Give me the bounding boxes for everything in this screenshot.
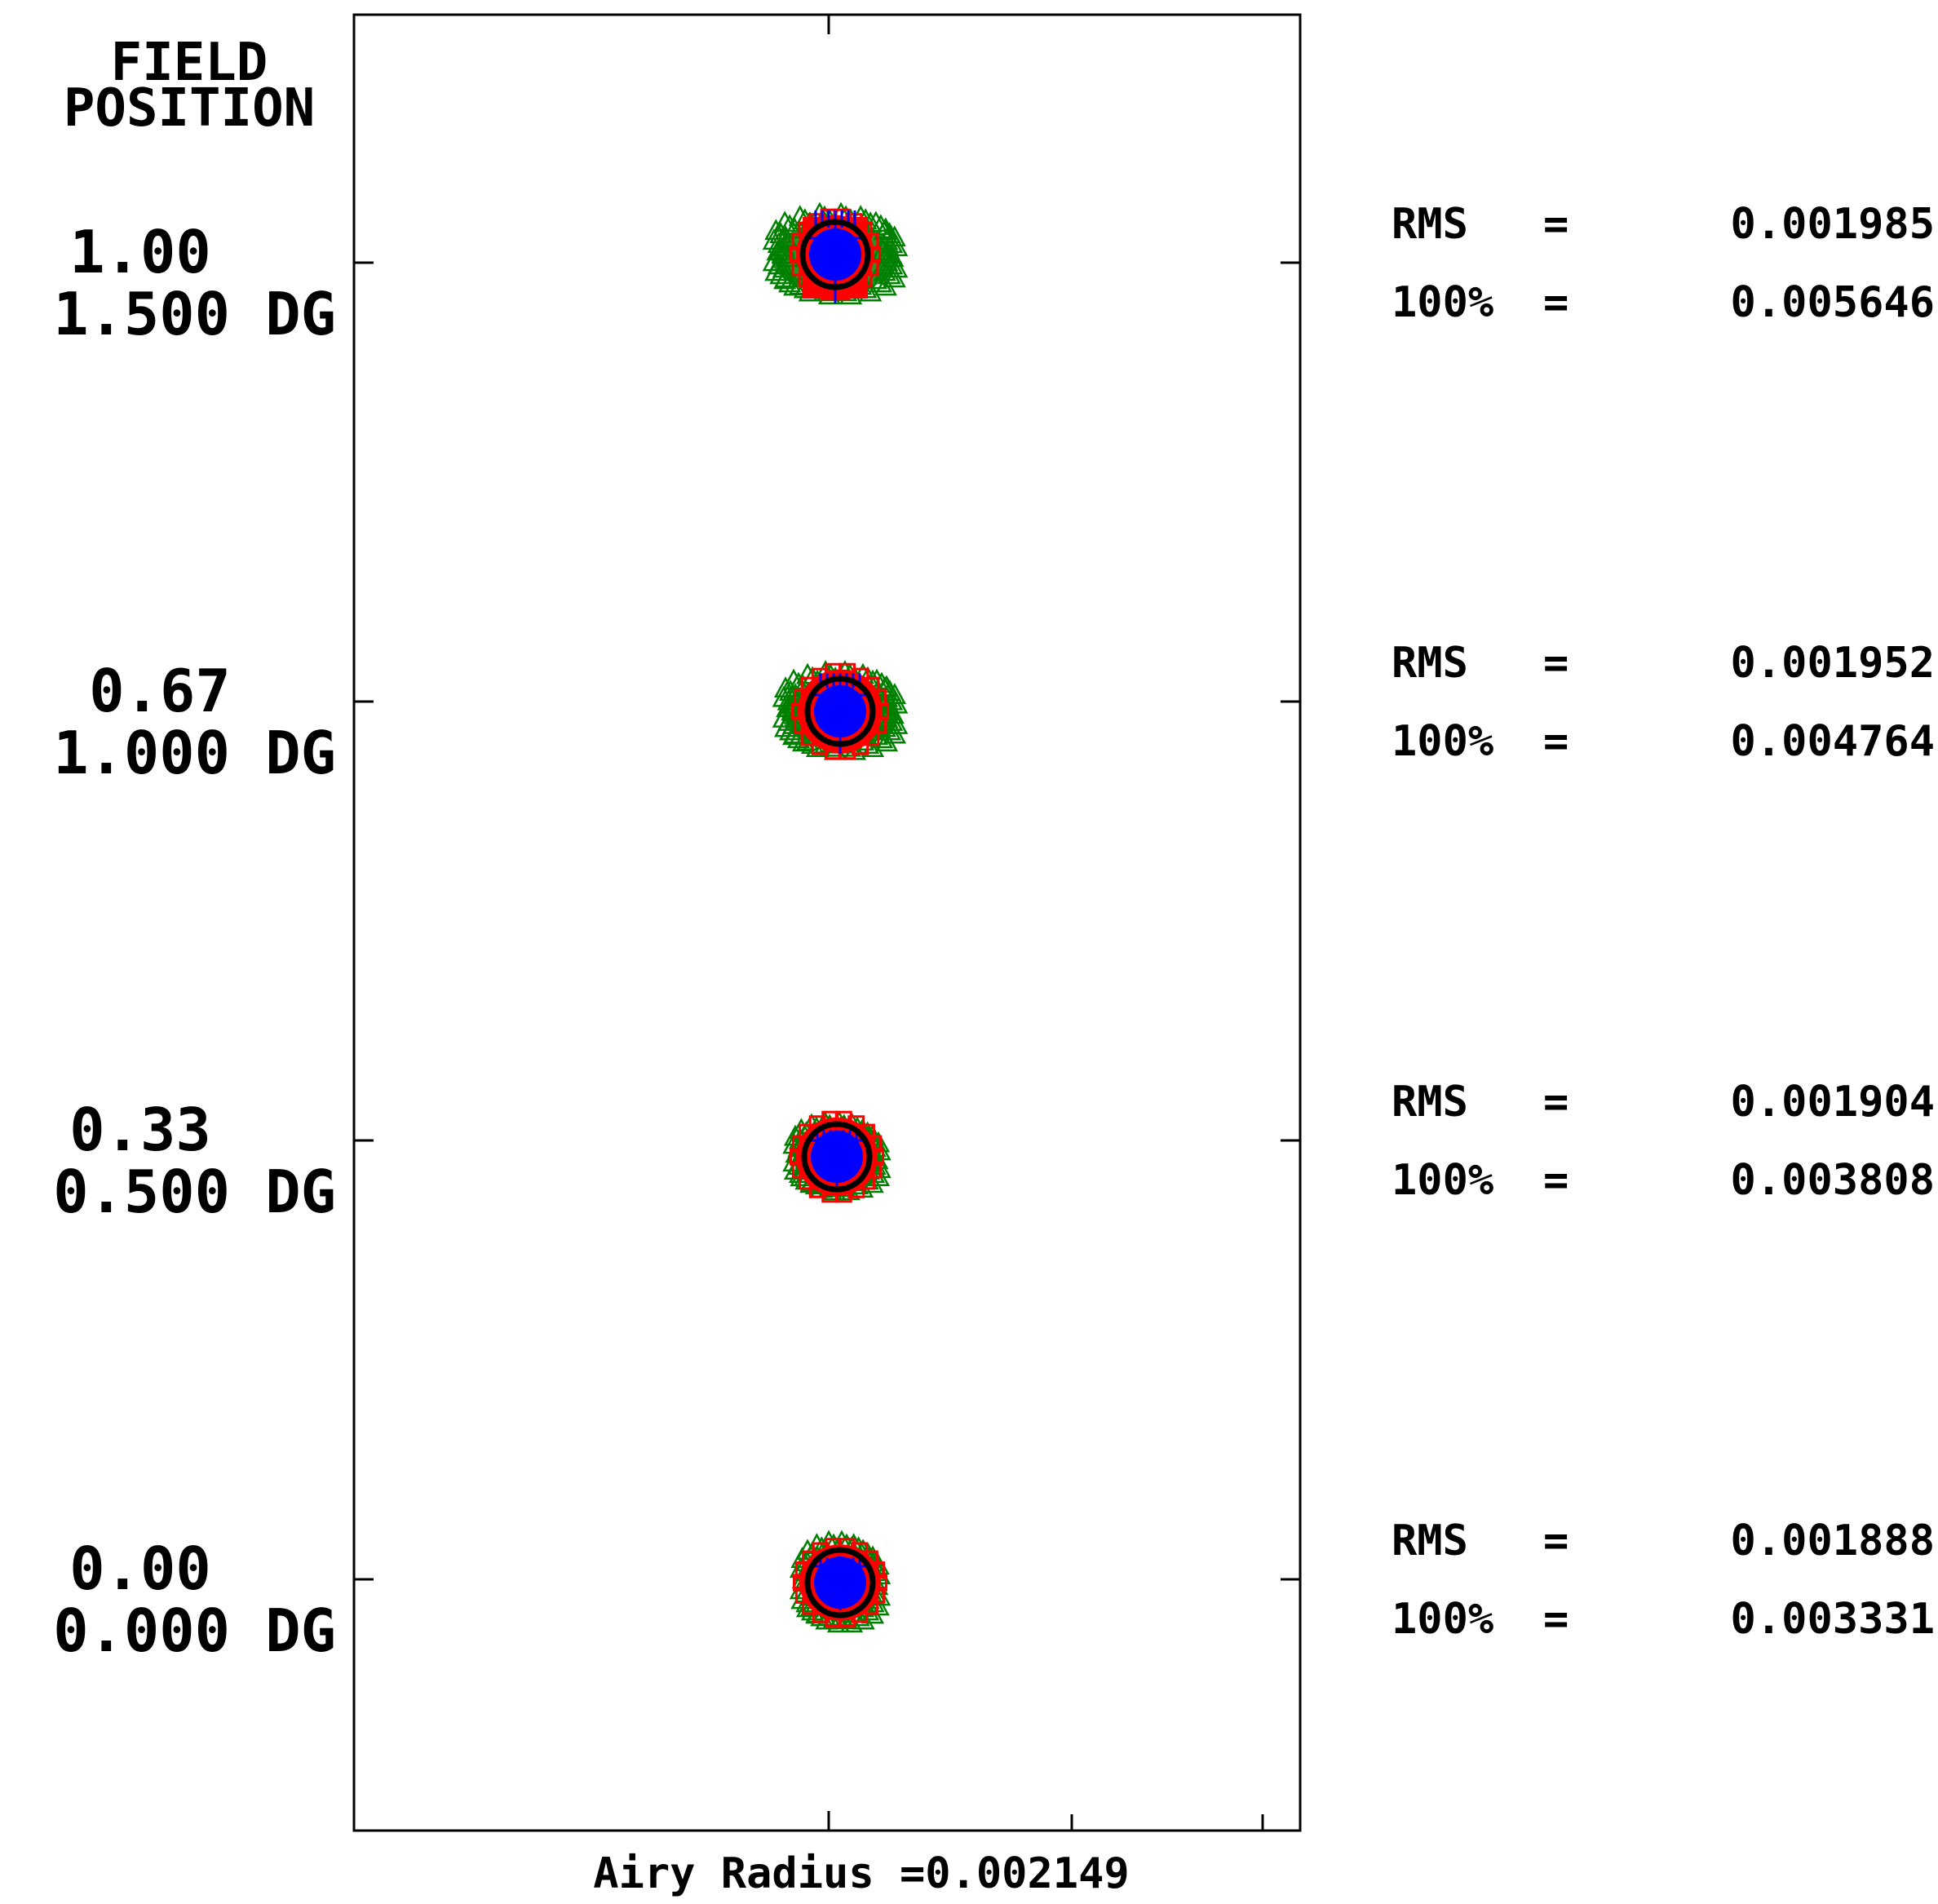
field-rel-label: 0.33: [69, 1096, 210, 1164]
field-header-line2: POSITION: [64, 78, 315, 139]
field-header-line1: FIELD: [111, 33, 268, 93]
geo-label: 100%: [1392, 278, 1493, 327]
geo-label: 100%: [1392, 717, 1493, 766]
geo-label: 100%: [1392, 1595, 1493, 1644]
rms-label: RMS: [1392, 1078, 1468, 1127]
airy-circle: [801, 1121, 873, 1193]
spot-groups: [762, 201, 909, 1633]
spot-cluster-4: [789, 1530, 892, 1633]
rms-value: 0.001985: [1731, 200, 1935, 249]
geo-equals: =: [1543, 717, 1569, 766]
airy-circle: [804, 675, 876, 747]
rms-equals: =: [1543, 200, 1569, 249]
rms-value: 0.001904: [1731, 1078, 1935, 1127]
geo-equals: =: [1543, 278, 1569, 327]
airy-radius-label: Airy Radius =0.002149: [593, 1849, 1129, 1898]
geo-value: 0.003331: [1731, 1595, 1935, 1644]
field-rel-label: 0.00: [69, 1534, 210, 1603]
rms-label: RMS: [1392, 1517, 1468, 1565]
rms-equals: =: [1543, 639, 1569, 688]
geo-value: 0.003808: [1731, 1156, 1935, 1205]
field-angle-label: 1.000 DG: [53, 719, 336, 787]
geo-equals: =: [1543, 1595, 1569, 1644]
field-rel-label: 1.00: [69, 218, 210, 286]
wave1-spots: [808, 1130, 866, 1186]
geo-value: 0.004764: [1731, 717, 1935, 766]
rms-equals: =: [1543, 1517, 1569, 1565]
geo-equals: =: [1543, 1156, 1569, 1205]
field-row-3: 0.33 0.500 DG RMS = 0.001904 100% = 0.00…: [53, 1078, 1935, 1226]
spot-cluster-3: [782, 1110, 892, 1203]
airy-circle: [804, 1547, 876, 1618]
airy-circle: [799, 219, 871, 290]
spot-cluster-1: [762, 201, 909, 305]
geo-label: 100%: [1392, 1156, 1493, 1205]
spot-cluster-2: [772, 660, 909, 760]
plot-frame: [352, 13, 1302, 1832]
field-row-4: 0.00 0.000 DG RMS = 0.001888 100% = 0.00…: [53, 1517, 1935, 1665]
rms-label: RMS: [1392, 200, 1468, 249]
rms-equals: =: [1543, 1078, 1569, 1127]
geo-value: 0.005646: [1731, 278, 1935, 327]
rms-value: 0.001952: [1731, 639, 1935, 688]
axis-ticks: [354, 15, 1300, 1831]
field-angle-label: 0.000 DG: [53, 1596, 336, 1665]
field-row-2: 0.67 1.000 DG RMS = 0.001952 100% = 0.00…: [53, 639, 1935, 787]
field-row-1: 1.00 1.500 DG RMS = 0.001985 100% = 0.00…: [53, 200, 1935, 348]
field-angle-label: 0.500 DG: [53, 1158, 336, 1226]
rms-label: RMS: [1392, 639, 1468, 688]
field-rel-label: 0.67: [89, 657, 230, 725]
rms-value: 0.001888: [1731, 1517, 1935, 1565]
field-angle-label: 1.500 DG: [53, 280, 336, 348]
